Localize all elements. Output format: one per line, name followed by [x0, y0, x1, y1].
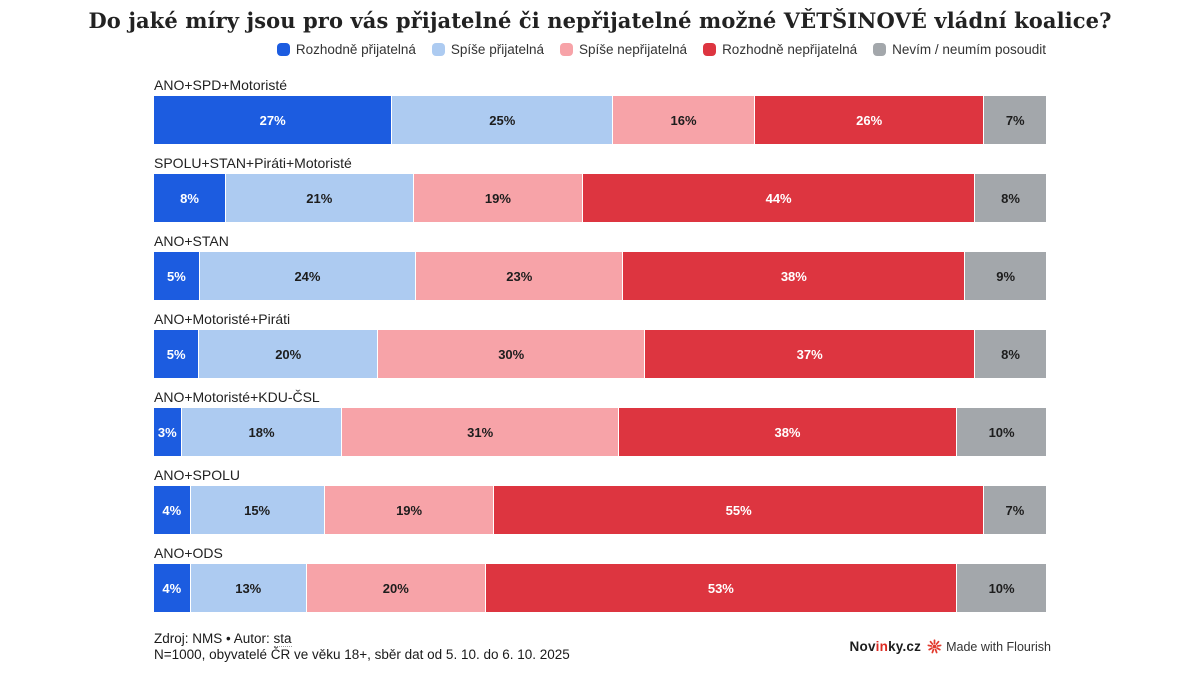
coalition-row: ANO+Motoristé+KDU-ČSL 3% 18% 31% 38% 10% — [154, 390, 1046, 456]
bar-segment-1: 4% — [154, 564, 190, 612]
chart-title: Do jaké míry jsou pro vás přijatelné či … — [88, 8, 1112, 33]
bar-segment-4: 44% — [583, 174, 974, 222]
coalition-row: ANO+SPOLU 4% 15% 19% 55% 7% — [154, 468, 1046, 534]
bar-segment-2: 15% — [190, 486, 324, 534]
flourish-credit[interactable]: Made with Flourish — [927, 639, 1051, 654]
bar-segment-2: 21% — [226, 174, 413, 222]
bar-rows: ANO+SPD+Motoristé 27% 25% 16% 26% 7% SPOLU+STA… — [154, 78, 1047, 612]
bar-segment-5: 9% — [965, 252, 1046, 300]
legend-label: Spíše přijatelná — [450, 42, 544, 57]
coalition-row: ANO+SPD+Motoristé 27% 25% 16% 26% 7% — [154, 78, 1046, 144]
source-line: Zdroj: NMS • Autor: sta — [154, 631, 570, 647]
coalition-label: ANO+Motoristé+KDU-ČSL — [154, 389, 320, 405]
legend-swatch — [431, 43, 445, 56]
coalition-label: ANO+STAN — [154, 233, 229, 249]
bar-segment-4: 38% — [618, 408, 957, 456]
chart-area: Rozhodně přijatelná Spíše přijatelná Spíše… — [154, 42, 1047, 612]
legend-label: Rozhodně nepřijatelná — [722, 42, 858, 57]
bar-segment-2: 20% — [199, 330, 377, 378]
legend-swatch — [559, 43, 573, 56]
bar-segment-3: 19% — [413, 174, 583, 222]
bar-segment-5: 7% — [983, 486, 1046, 534]
stacked-bar: 27% 25% 16% 26% 7% — [154, 96, 1046, 144]
coalition-label: ANO+SPD+Motoristé — [154, 77, 288, 93]
bar-segment-2: 24% — [199, 252, 416, 300]
novinky-prefix: Nov — [849, 639, 876, 654]
legend-label: Spíše nepřijatelná — [578, 42, 688, 57]
legend-item[interactable]: Rozhodně nepřijatelná — [703, 42, 857, 57]
flourish-label: Made with Flourish — [946, 639, 1051, 654]
legend: Rozhodně přijatelná Spíše přijatelná Spíše… — [154, 42, 1046, 57]
stacked-bar: 5% 24% 23% 38% 9% — [154, 252, 1046, 300]
legend-label: Rozhodně přijatelná — [295, 42, 416, 57]
bar-segment-5: 8% — [974, 174, 1047, 222]
bar-segment-4: 38% — [623, 252, 965, 300]
bar-segment-5: 10% — [957, 564, 1046, 612]
author-link[interactable]: sta — [273, 631, 292, 647]
stacked-bar: 4% 13% 20% 53% 10% — [154, 564, 1046, 612]
source-text: Zdroj: NMS • Autor: — [154, 631, 274, 646]
stacked-bar: 3% 18% 31% 38% 10% — [154, 408, 1046, 456]
legend-item[interactable]: Spíše nepřijatelná — [559, 42, 688, 57]
coalition-label: ANO+SPOLU — [154, 467, 240, 483]
bar-segment-5: 10% — [957, 408, 1046, 456]
flourish-icon — [927, 639, 942, 654]
legend-swatch — [873, 43, 887, 56]
bar-segment-1: 3% — [154, 408, 181, 456]
footer: Zdroj: NMS • Autor: sta N=1000, obyvatel… — [154, 631, 570, 662]
bar-segment-4: 37% — [645, 330, 974, 378]
bar-segment-3: 31% — [342, 408, 618, 456]
coalition-label: SPOLU+STAN+Piráti+Motoristé — [154, 155, 352, 171]
branding: Novinky.cz Made with Flourish — [850, 639, 1051, 654]
bar-segment-3: 20% — [306, 564, 485, 612]
bar-segment-4: 55% — [494, 486, 983, 534]
methodology-line: N=1000, obyvatelé ČR ve věku 18+, sběr d… — [154, 646, 570, 662]
legend-item[interactable]: Rozhodně přijatelná — [276, 42, 416, 57]
novinky-accent: in — [875, 639, 889, 654]
novinky-suffix: ky.cz — [888, 639, 922, 654]
bar-segment-3: 16% — [613, 96, 754, 144]
bar-segment-1: 8% — [154, 174, 226, 222]
bar-segment-3: 30% — [378, 330, 645, 378]
coalition-label: ANO+ODS — [154, 545, 223, 561]
coalition-row: ANO+Motoristé+Piráti 5% 20% 30% 37% 8% — [154, 311, 1047, 378]
bar-segment-2: 13% — [190, 564, 306, 612]
legend-label: Nevím / neumím posoudit — [892, 42, 1046, 57]
legend-item[interactable]: Spíše přijatelná — [431, 42, 544, 57]
coalition-row: ANO+STAN 5% 24% 23% 38% 9% — [154, 234, 1046, 300]
coalition-row: ANO+ODS 4% 13% 20% 53% 10% — [154, 546, 1046, 612]
bar-segment-2: 25% — [392, 96, 613, 144]
bar-segment-4: 26% — [754, 96, 984, 144]
bar-segment-2: 18% — [181, 408, 342, 456]
bar-segment-3: 23% — [416, 252, 623, 300]
bar-segment-4: 53% — [485, 564, 957, 612]
stacked-bar: 4% 15% 19% 55% 7% — [154, 486, 1046, 534]
legend-swatch — [703, 43, 717, 56]
legend-swatch — [276, 43, 290, 56]
bar-segment-1: 4% — [154, 486, 190, 534]
novinky-logo[interactable]: Novinky.cz — [850, 639, 922, 654]
bar-segment-1: 5% — [154, 252, 199, 300]
bar-segment-1: 27% — [154, 96, 392, 144]
stacked-bar: 5% 20% 30% 37% 8% — [154, 330, 1047, 378]
coalition-label: ANO+Motoristé+Piráti — [154, 311, 291, 327]
bar-segment-1: 5% — [154, 330, 199, 378]
bar-segment-5: 8% — [974, 330, 1047, 378]
coalition-row: SPOLU+STAN+Piráti+Motoristé 8% 21% 19% 44% 8% — [154, 155, 1047, 222]
stacked-bar: 8% 21% 19% 44% 8% — [154, 174, 1047, 222]
legend-item[interactable]: Nevím / neumím posoudit — [873, 42, 1046, 57]
bar-segment-5: 7% — [984, 96, 1046, 144]
bar-segment-3: 19% — [324, 486, 494, 534]
